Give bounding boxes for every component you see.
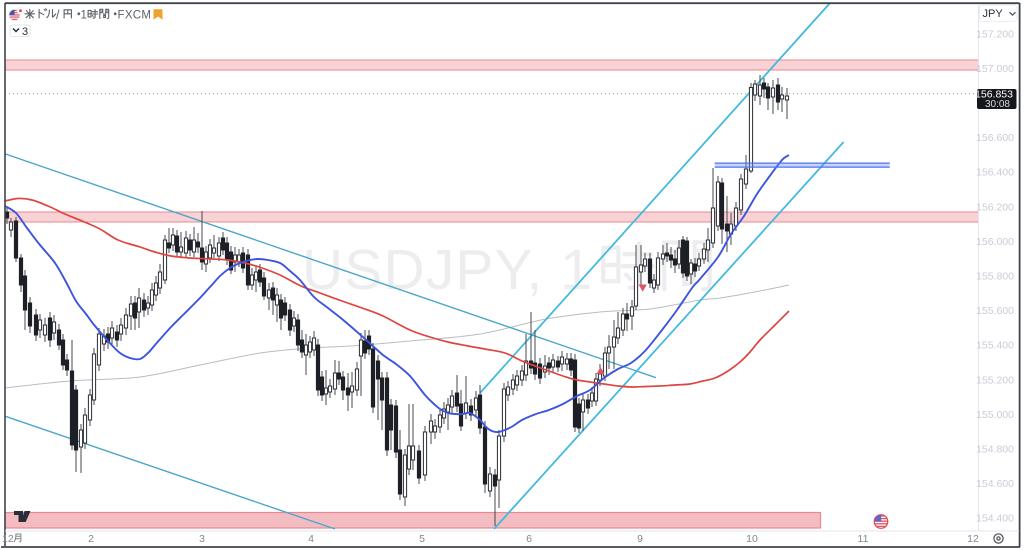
- svg-text:12: 12: [967, 533, 979, 545]
- svg-text:154.600: 154.600: [976, 478, 1014, 490]
- svg-text:11: 11: [858, 533, 869, 545]
- svg-text:4: 4: [308, 533, 314, 545]
- svg-text:156.853: 156.853: [975, 89, 1013, 101]
- svg-text:6: 6: [526, 533, 532, 545]
- svg-text:156.400: 156.400: [976, 167, 1014, 179]
- svg-text:157.200: 157.200: [976, 28, 1014, 40]
- svg-text:30:08: 30:08: [985, 99, 1010, 110]
- svg-text:155.400: 155.400: [976, 340, 1014, 352]
- svg-text:3: 3: [22, 26, 28, 38]
- svg-text:2: 2: [88, 533, 94, 545]
- svg-text:156.600: 156.600: [976, 132, 1014, 144]
- svg-text:155.600: 155.600: [976, 305, 1014, 317]
- svg-text:10: 10: [746, 533, 758, 545]
- svg-text:FXCM: FXCM: [118, 10, 152, 22]
- svg-text:155.200: 155.200: [976, 374, 1014, 386]
- svg-text:12: 12: [2, 533, 14, 545]
- svg-text:/: /: [56, 8, 60, 22]
- svg-text:5: 5: [419, 533, 425, 545]
- svg-text:156.000: 156.000: [976, 236, 1014, 248]
- svg-text:155.800: 155.800: [976, 271, 1014, 283]
- svg-text:156.200: 156.200: [976, 201, 1014, 213]
- svg-text:9: 9: [637, 533, 643, 545]
- svg-text:157.000: 157.000: [976, 63, 1014, 75]
- svg-text:JPY: JPY: [983, 8, 1004, 20]
- svg-text:1: 1: [81, 10, 87, 22]
- svg-text:155.000: 155.000: [976, 409, 1014, 421]
- svg-text:154.400: 154.400: [976, 513, 1014, 525]
- svg-text:154.800: 154.800: [976, 444, 1014, 456]
- svg-text:USDJPY, 1: USDJPY, 1: [302, 238, 592, 302]
- svg-text:3: 3: [199, 533, 205, 545]
